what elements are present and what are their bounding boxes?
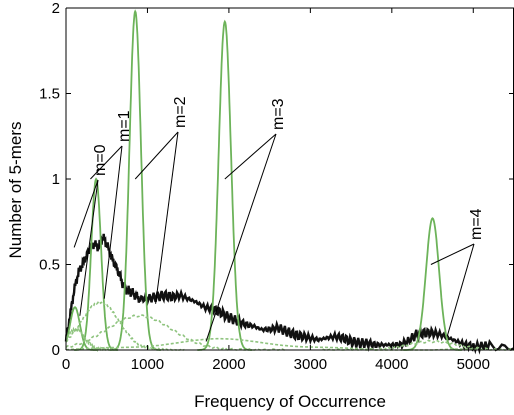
x-tick-label: 0	[62, 356, 70, 373]
x-tick-label: 4000	[375, 356, 408, 373]
annotation-leader	[430, 243, 475, 265]
annotation-m3: m=3	[205, 98, 287, 342]
y-tick-label: 2	[52, 0, 60, 17]
annotation-leader	[134, 131, 179, 180]
curves-layer	[64, 9, 514, 355]
annotation-leader	[446, 243, 475, 337]
y-tick-label: 1	[52, 171, 60, 188]
annotation-m1: m=1	[90, 110, 133, 299]
annotation-label: m=3	[270, 98, 287, 130]
annotation-m0: m=0	[73, 144, 109, 316]
annotation-label: m=2	[172, 96, 189, 128]
annotations-layer: m=0 m=1 m=2 m=3 m=4	[73, 96, 485, 342]
x-axis-title: Frequency of Occurrence	[194, 392, 386, 411]
x-tick-label: 1000	[131, 356, 164, 373]
annotation-m2: m=2	[134, 96, 189, 304]
ticks-layer: 0 1000 2000 3000 4000 5000 0 0.5 1 1.5 2	[39, 0, 514, 373]
annotation-leader	[155, 131, 179, 304]
y-tick-label: 1.5	[39, 86, 60, 103]
annotation-leader	[103, 145, 123, 299]
x-tick-label: 2000	[212, 356, 245, 373]
component-curve-m0	[65, 326, 117, 353]
annotation-leader	[205, 133, 277, 342]
annotation-leader	[90, 145, 123, 180]
peak-curve-m3	[197, 19, 253, 351]
annotation-label: m=0	[92, 144, 109, 176]
y-tick-label: 0.5	[39, 257, 60, 274]
annotation-label: m=4	[468, 208, 485, 240]
axes-layer	[65, 7, 514, 351]
observed-curve	[64, 233, 514, 355]
annotation-label: m=1	[116, 110, 133, 142]
annotation-leader	[79, 179, 99, 316]
annotation-m4: m=4	[430, 208, 485, 337]
annotation-leader	[73, 179, 99, 248]
component-curve-m3	[65, 337, 478, 351]
x-tick-label: 5000	[457, 356, 490, 373]
x-tick-label: 3000	[294, 356, 327, 373]
component-curve-m2	[65, 314, 286, 351]
y-tick-label: 0	[52, 342, 60, 359]
component-curve-m1	[65, 300, 185, 351]
annotation-leader	[224, 133, 277, 180]
y-axis-title: Number of 5-mers	[6, 122, 25, 259]
